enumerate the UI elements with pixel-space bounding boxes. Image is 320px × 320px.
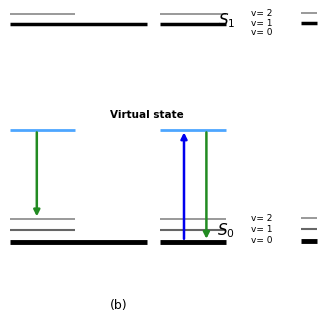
Text: $S_1$: $S_1$: [218, 11, 235, 29]
Text: v= 0: v= 0: [251, 28, 273, 37]
Text: v= 1: v= 1: [251, 19, 273, 28]
Text: Virtual state: Virtual state: [110, 110, 184, 120]
Text: v= 1: v= 1: [251, 225, 273, 234]
Text: v= 2: v= 2: [251, 214, 273, 223]
Text: (b): (b): [109, 299, 127, 312]
Text: v= 2: v= 2: [251, 9, 273, 18]
Text: $S_0$: $S_0$: [217, 222, 235, 240]
Text: v= 0: v= 0: [251, 236, 273, 245]
